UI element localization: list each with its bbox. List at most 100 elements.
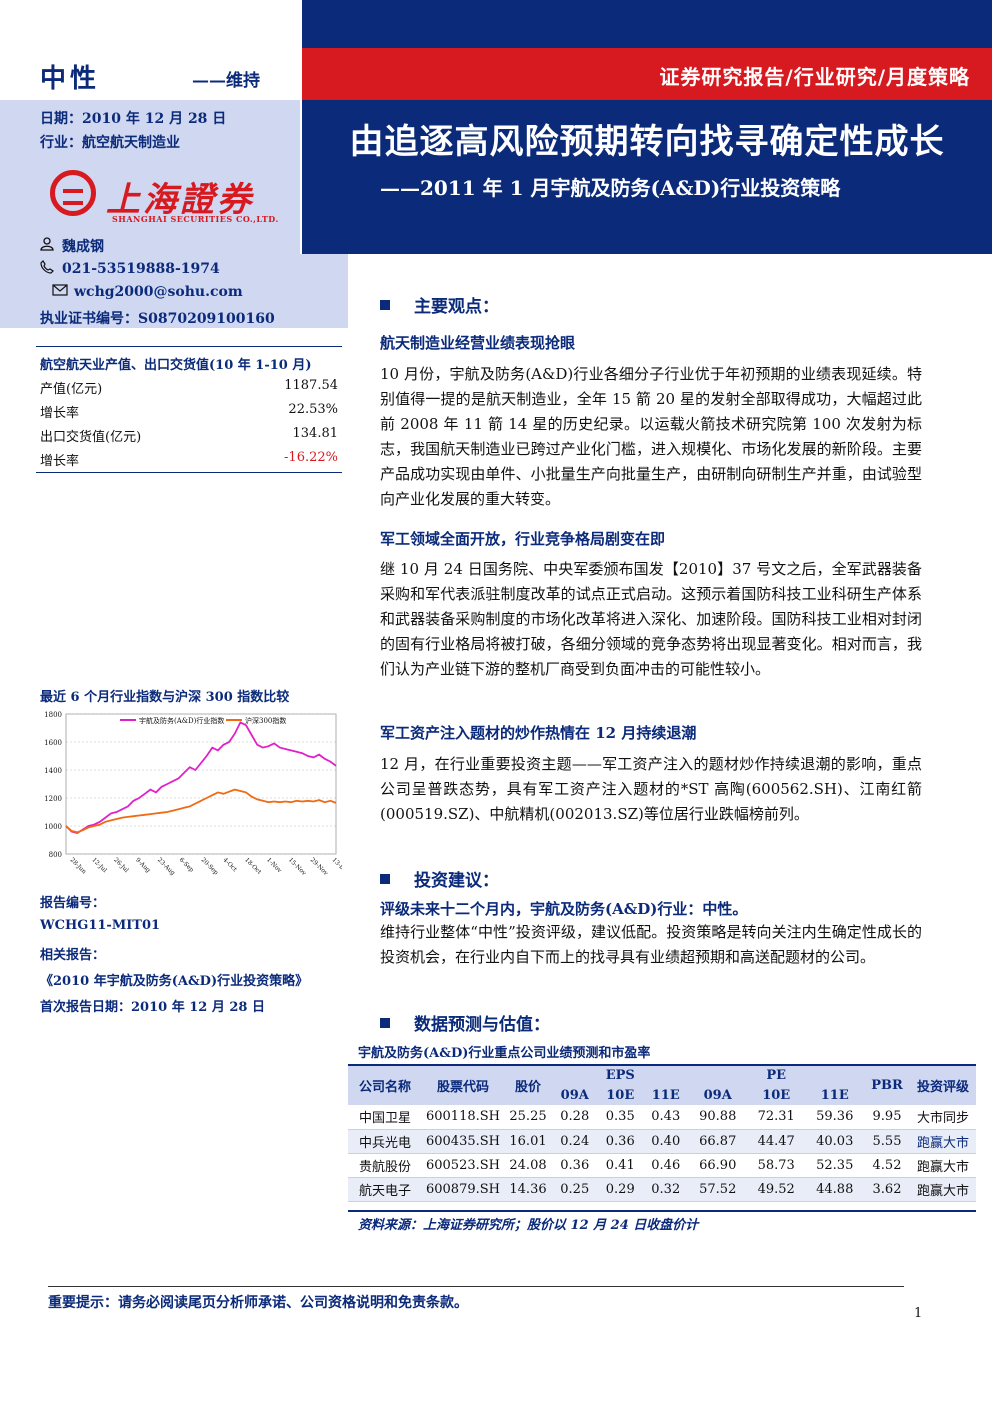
eps: 0.40 <box>643 1129 689 1153</box>
price: 14.36 <box>504 1177 552 1201</box>
eps: 0.29 <box>597 1177 643 1201</box>
report-industry: 行业：航空航天制造业 <box>40 135 180 151</box>
page-subtitle: ——2011 年 1 月宇航及防务(A&D)行业投资策略 <box>380 176 841 200</box>
pe: 90.88 <box>699 1109 737 1125</box>
pe: 52.35 <box>816 1157 854 1173</box>
y-tick-label: 1200 <box>44 795 62 803</box>
analyst-email[interactable]: wchg2000@sohu.com <box>74 284 243 300</box>
eps: 0.32 <box>643 1177 689 1201</box>
valuation-table: 公司名称 股票代码 股价 EPS PE PBR 投资评级 09A 10E 11E… <box>348 1064 976 1202</box>
eps: 0.43 <box>651 1109 681 1125</box>
x-tick-label: 9-Aug <box>134 856 152 874</box>
table-row: 出口交货值(亿元) 134.81 <box>40 426 338 445</box>
bullet-square-icon <box>380 1017 390 1028</box>
related-report-link[interactable]: 《2010 年宇航及防务(A&D)行业投资策略》 <box>40 974 309 989</box>
company-name: 航天电子 <box>348 1177 422 1201</box>
pe: 59.36 <box>816 1109 854 1125</box>
valuation-table-title: 宇航及防务(A&D)行业重点公司业绩预测和市盈率 <box>358 1046 651 1061</box>
x-tick-label: 4-Oct <box>221 856 238 873</box>
eps: 0.25 <box>552 1177 598 1201</box>
shanghai-securities-logo: 上海證券 SHANGHAI SECURITIES CO.,LTD. <box>50 170 280 230</box>
eps: 0.41 <box>605 1157 635 1173</box>
eps: 0.24 <box>552 1129 598 1153</box>
subheading: 航天制造业经营业绩表现抢眼 <box>380 334 576 352</box>
x-tick-label: 28-Jun <box>69 856 88 875</box>
eps: 0.28 <box>560 1109 590 1125</box>
table-row: 中国卫星 600118.SH 25.25 0.28 0.35 0.43 90.8… <box>348 1105 976 1129</box>
logo-text-en: SHANGHAI SECURITIES CO.,LTD. <box>112 214 279 224</box>
col-header: 09A <box>552 1085 598 1105</box>
analyst-name-row: 魏成钢 <box>40 236 104 256</box>
pe: 66.90 <box>699 1157 737 1173</box>
rating: 跑赢大市 <box>910 1177 976 1201</box>
price: 25.25 <box>509 1109 547 1125</box>
table-source: 资料来源：上海证券研究所；股价以 12 月 24 日收盘价计 <box>358 1218 699 1233</box>
analyst-name: 魏成钢 <box>62 239 104 255</box>
rating-label: 中性 <box>40 64 101 94</box>
eps: 0.35 <box>605 1109 635 1125</box>
legend-label: 沪深300指数 <box>245 716 286 725</box>
price: 24.08 <box>509 1157 547 1173</box>
rating-action: ——维持 <box>192 71 260 91</box>
y-tick-label: 800 <box>49 851 62 859</box>
eps: 0.46 <box>651 1157 681 1173</box>
header-red-bar: 证券研究报告/行业研究/月度策略 <box>302 48 992 100</box>
table-row: 增长率 -16.22% <box>40 450 338 469</box>
stock-code: 600523.SH <box>425 1157 500 1173</box>
eps: 0.36 <box>560 1157 590 1173</box>
pbr: 4.52 <box>872 1157 902 1173</box>
table-row: 增长率 22.53% <box>40 402 338 421</box>
table-row: 航天电子 600879.SH 14.36 0.25 0.29 0.32 57.5… <box>348 1177 976 1201</box>
chart-frame <box>65 713 337 855</box>
pbr: 5.55 <box>864 1129 910 1153</box>
pe: 58.73 <box>757 1157 795 1173</box>
pbr: 3.62 <box>864 1177 910 1201</box>
report-date: 日期：2010 年 12 月 28 日 <box>40 111 227 127</box>
section-title: 数据预测与估值： <box>414 1015 550 1035</box>
x-tick-label: 12-Jul <box>90 856 108 874</box>
row-value: 1187.54 <box>284 378 338 393</box>
company-name: 中国卫星 <box>358 1111 411 1127</box>
section-title: 投资建议： <box>414 871 499 891</box>
paragraph: 继 10 月 24 日国务院、中央军委颁布国发【2010】37 号文之后，全军武… <box>380 560 922 678</box>
pe: 66.87 <box>688 1129 747 1153</box>
stock-code: 600435.SH <box>422 1129 504 1153</box>
pe: 72.31 <box>757 1109 795 1125</box>
stock-code: 600879.SH <box>422 1177 504 1201</box>
y-tick-label: 1600 <box>44 739 62 747</box>
section-forecast: 数据预测与估值： <box>380 1010 550 1035</box>
header-top-bar <box>302 0 992 48</box>
pbr: 9.95 <box>872 1109 902 1125</box>
analyst-email-row: wchg2000@sohu.com <box>40 284 243 300</box>
series-line <box>65 721 337 834</box>
col-header: 10E <box>746 1085 806 1105</box>
divider <box>48 1286 904 1287</box>
report-number-label: 报告编号： <box>40 896 106 911</box>
col-header: 股价 <box>504 1065 552 1105</box>
col-header: 09A <box>688 1085 747 1105</box>
phone-icon <box>40 260 62 278</box>
divider <box>348 1210 976 1212</box>
col-header: 11E <box>805 1085 864 1105</box>
related-report-label: 相关报告： <box>40 948 106 963</box>
col-header: 11E <box>643 1085 689 1105</box>
row-value: 22.53% <box>288 402 338 417</box>
table-row: 产值(亿元) 1187.54 <box>40 378 338 397</box>
analyst-box: 魏成钢 021-53519888-1974 wchg2000@sohu.com … <box>0 237 348 328</box>
col-header: 投资评级 <box>910 1065 976 1105</box>
table-row: 中兵光电 600435.SH 16.01 0.24 0.36 0.40 66.8… <box>348 1129 976 1153</box>
analyst-phone-row: 021-53519888-1974 <box>40 260 220 278</box>
row-value: 134.81 <box>292 426 339 441</box>
title-banner: 由追逐高风险预期转向找寻确定性成长 ——2011 年 1 月宇航及防务(A&D)… <box>302 100 992 254</box>
company-name: 中兵光电 <box>348 1129 422 1153</box>
divider <box>36 346 342 347</box>
section-title: 主要观点： <box>414 297 499 317</box>
company-name: 贵航股份 <box>358 1159 411 1175</box>
chart-title: 最近 6 个月行业指数与沪深 300 指数比较 <box>40 690 290 705</box>
first-report-date: 首次报告日期：2010 年 12 月 28 日 <box>40 1000 265 1015</box>
pe: 57.52 <box>688 1177 747 1201</box>
rating: 跑赢大市 <box>910 1129 976 1153</box>
meta-box: 日期：2010 年 12 月 28 日 行业：航空航天制造业 上海證券 SHAN… <box>0 100 300 256</box>
y-tick-label: 1000 <box>44 823 62 831</box>
y-tick-label: 1800 <box>44 711 62 719</box>
